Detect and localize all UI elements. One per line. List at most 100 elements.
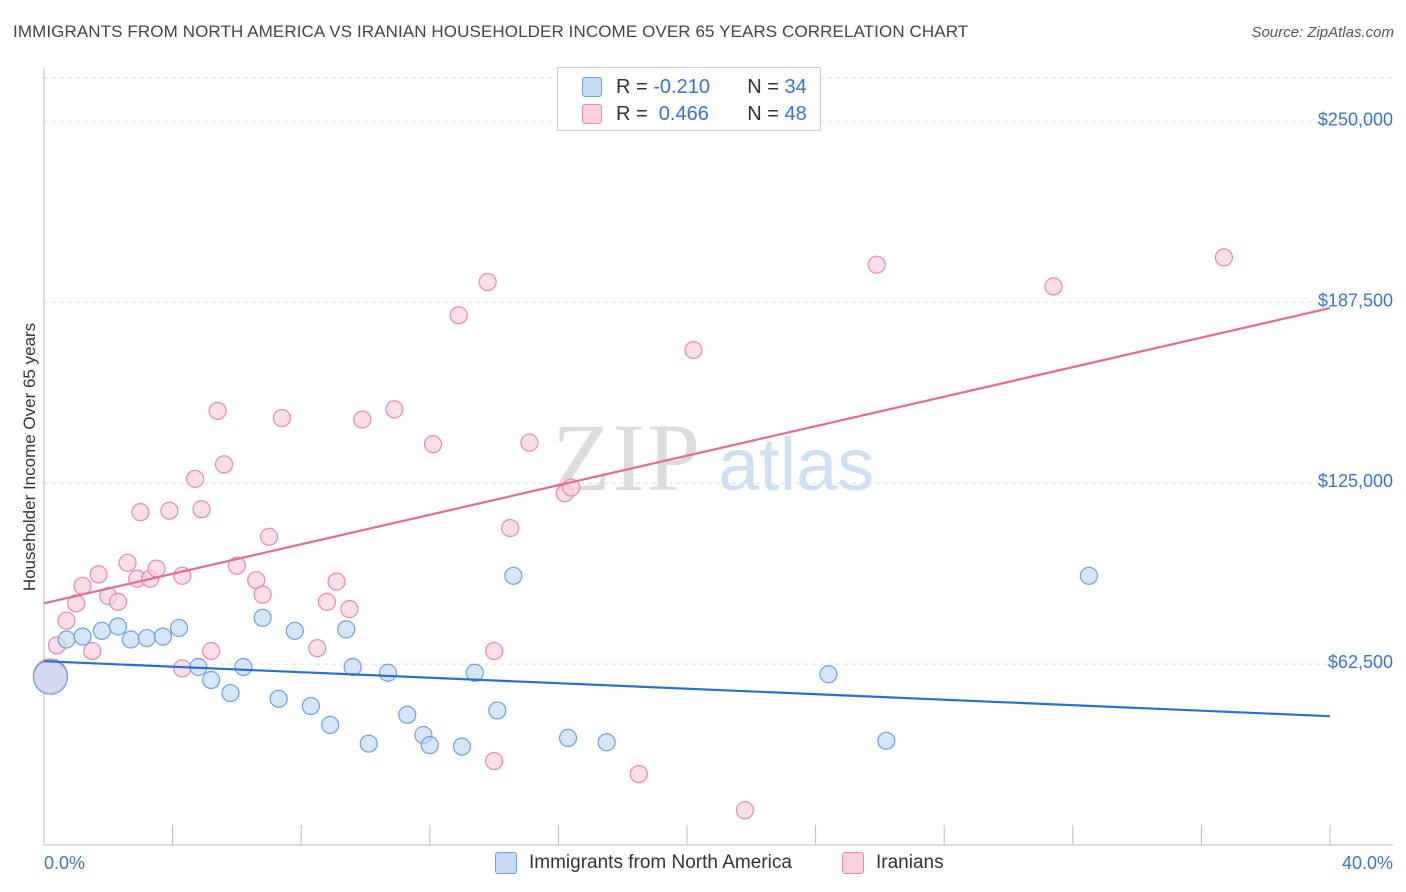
data-point <box>57 630 76 649</box>
data-point <box>137 628 156 648</box>
legend-swatch-pink <box>582 104 602 124</box>
legend-r-label: R = <box>616 102 654 125</box>
x-tick-labels: 0.0% 40.0% <box>44 853 1393 873</box>
data-point <box>269 689 288 708</box>
data-point <box>1079 566 1098 585</box>
series-legend-iranians: Iranians <box>842 852 944 874</box>
trend-line <box>43 307 1331 605</box>
data-point <box>359 734 378 753</box>
data-point <box>1214 248 1234 267</box>
legend-r-value: 0.466 <box>653 102 709 125</box>
series-legend-swatch-pink <box>842 852 864 874</box>
data-point <box>867 255 886 274</box>
data-point <box>423 435 443 454</box>
data-point <box>202 670 221 690</box>
data-point <box>465 663 484 682</box>
data-point <box>227 556 246 575</box>
data-point <box>221 683 240 703</box>
data-point <box>420 736 439 755</box>
data-point <box>877 731 896 750</box>
data-point <box>1044 277 1063 296</box>
data-point <box>398 705 417 724</box>
chart-title: IMMIGRANTS FROM NORTH AMERICA VS IRANIAN… <box>13 22 969 41</box>
data-point <box>597 733 616 752</box>
data-point <box>449 306 468 325</box>
data-point <box>186 469 205 488</box>
data-point <box>558 728 578 748</box>
data-point <box>202 641 221 661</box>
y-tick-label: $187,500 <box>1318 290 1393 310</box>
data-point <box>253 585 272 604</box>
data-point <box>234 657 253 677</box>
data-point <box>301 696 320 716</box>
grid-lines <box>44 77 1393 665</box>
data-point <box>192 500 211 519</box>
data-point <box>259 527 279 546</box>
data-point <box>214 455 234 474</box>
correlation-legend: R = -0.210 N = 34 R = 0.466 N = 48 <box>557 67 821 131</box>
data-point <box>92 621 111 640</box>
data-point <box>108 617 128 636</box>
data-point <box>353 410 372 429</box>
data-point <box>488 701 507 720</box>
data-point <box>160 501 179 520</box>
data-point <box>147 559 166 578</box>
data-point <box>520 433 539 452</box>
series-legend-swatch-blue <box>495 852 517 874</box>
data-point <box>272 408 292 428</box>
data-point <box>131 503 150 522</box>
data-point <box>57 611 76 630</box>
source-label: Source: ZipAtlas.com <box>1251 24 1394 41</box>
data-point <box>89 565 108 584</box>
y-tick-label: $250,000 <box>1318 109 1393 129</box>
data-point <box>73 576 92 596</box>
watermark-atlas: atlas <box>718 423 874 506</box>
series-legend-immigrants: Immigrants from North America <box>495 852 792 874</box>
legend-swatch-blue <box>582 77 602 97</box>
data-point <box>321 715 340 734</box>
data-point <box>819 665 838 684</box>
trend-lines <box>43 307 1331 718</box>
x-tick-label-min: 0.0% <box>44 853 85 873</box>
data-point <box>169 618 189 638</box>
legend-row-immigrants: R = -0.210 N = 34 <box>582 75 807 99</box>
watermark: ZIP atlas <box>552 404 874 511</box>
data-point <box>253 608 272 627</box>
series-legend-label: Immigrants from North America <box>529 852 792 873</box>
y-tick-label: $125,000 <box>1318 471 1393 491</box>
data-point <box>317 592 337 611</box>
data-point <box>121 630 140 649</box>
data-point <box>485 751 504 771</box>
data-point <box>478 272 497 292</box>
data-point <box>83 641 102 661</box>
legend-n-value: 48 <box>784 102 807 125</box>
legend-r-value: -0.210 <box>653 75 710 98</box>
y-tick-labels: $62,500 $125,000 $187,500 $250,000 <box>1318 109 1393 672</box>
x-tick-label-max: 40.0% <box>1342 853 1393 873</box>
legend-n-label: N = <box>747 75 785 98</box>
series-immigrants-north-america <box>32 566 1098 756</box>
data-point <box>629 764 648 784</box>
data-point <box>452 737 472 756</box>
legend-n-value: 34 <box>784 75 807 98</box>
data-point <box>118 553 137 572</box>
data-point <box>684 340 703 360</box>
y-axis-title: Householder Income Over 65 years <box>20 323 39 591</box>
data-point <box>501 518 520 538</box>
series-legend: Immigrants from North America Iranians <box>0 852 1406 878</box>
data-point <box>343 657 362 677</box>
data-point <box>308 639 327 658</box>
data-point <box>153 627 173 646</box>
legend-row-iranians: R = 0.466 N = 48 <box>582 102 807 126</box>
trend-line <box>43 660 1331 718</box>
series-iranians <box>32 248 1234 820</box>
data-point <box>485 641 504 661</box>
legend-r-label: R = <box>616 75 654 98</box>
data-point <box>337 620 356 639</box>
axes <box>43 68 1393 846</box>
series-legend-label: Iranians <box>876 852 944 873</box>
data-point <box>108 592 128 611</box>
data-point <box>735 801 754 820</box>
data-point <box>208 401 227 420</box>
